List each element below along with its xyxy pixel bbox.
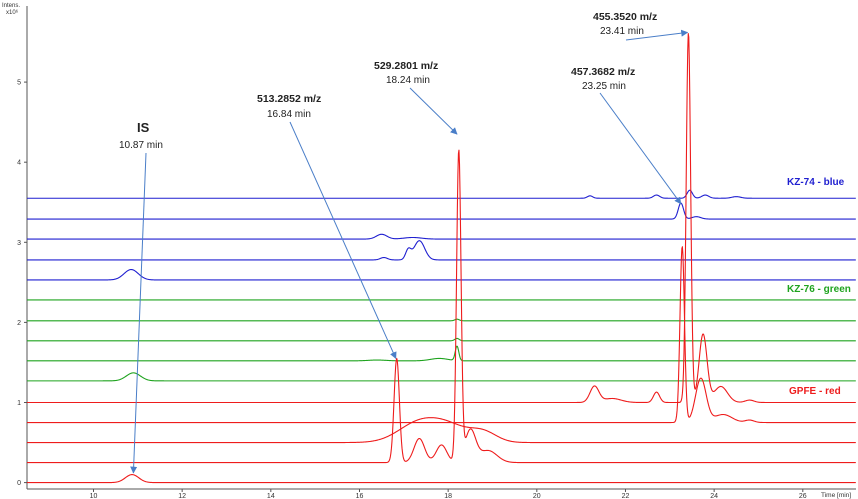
- y-tick-label: 0: [17, 480, 21, 487]
- arrow-513: [289, 121, 397, 360]
- annotation-is-time: 10.87 min: [119, 140, 163, 151]
- annotation-457-time: 23.25 min: [582, 81, 626, 92]
- trace-line-1-1: [26, 318, 856, 322]
- annotation-is: IS 10.87 min: [119, 120, 163, 474]
- arrow-529: [409, 87, 458, 135]
- trace-line-2-1: [26, 246, 856, 424]
- annotation-457: 457.3682 m/z 23.25 min: [571, 66, 682, 205]
- arrow-455: [625, 29, 689, 41]
- legend-kz74: KZ-74 - blue: [787, 177, 845, 188]
- legend-kz76: KZ-76 - green: [787, 284, 851, 295]
- y-tick-label: 4: [17, 160, 21, 167]
- trace-line-1-3: [26, 345, 856, 362]
- x-tick-label: 20: [533, 493, 541, 499]
- trace-line-0-1: [26, 202, 856, 220]
- arrow-457: [599, 92, 682, 205]
- y-axis-label: Intens.: [2, 3, 20, 9]
- x-tick-label: 18: [444, 493, 452, 499]
- x-tick-label: 12: [178, 493, 186, 499]
- trace-line-0-2: [26, 233, 856, 240]
- x-ticks: 10 12 14 16 18 20 22 24 26: [90, 489, 807, 499]
- annotation-529-label: 529.2801 m/z: [374, 60, 438, 72]
- annotation-457-label: 457.3682 m/z: [571, 66, 635, 78]
- x-tick-label: 14: [267, 493, 275, 499]
- trace-line-2-3: [26, 149, 856, 464]
- trace-line-0-3: [26, 240, 856, 261]
- arrow-is: [130, 152, 147, 474]
- trace-line-2-2: [26, 417, 856, 444]
- trace-line-1-4: [26, 372, 856, 382]
- y-ticks: 0 1 2 3 4 5: [17, 80, 27, 487]
- annotation-455: 455.3520 m/z 23.41 min: [593, 11, 689, 41]
- trace-line-0-0: [26, 189, 856, 199]
- axes: Intens. x10⁶ Time [min]: [2, 3, 856, 499]
- legend: KZ-74 - blue KZ-76 - green GPFE - red: [787, 177, 851, 397]
- x-tick-label: 22: [622, 493, 630, 499]
- y-axis-exponent: x10⁶: [6, 9, 19, 16]
- annotation-513: 513.2852 m/z 16.84 min: [257, 93, 397, 360]
- annotations: IS 10.87 min 513.2852 m/z 16.84 min 529.…: [119, 11, 689, 474]
- x-tick-label: 16: [356, 493, 364, 499]
- annotation-529: 529.2801 m/z 18.24 min: [374, 60, 458, 135]
- annotation-513-label: 513.2852 m/z: [257, 93, 321, 105]
- trace-line-2-0: [26, 33, 856, 404]
- x-axis-label: Time [min]: [821, 492, 851, 499]
- trace-line-2-4: [26, 474, 856, 484]
- y-tick-label: 2: [17, 320, 21, 327]
- annotation-513-time: 16.84 min: [267, 109, 311, 120]
- x-tick-label: 10: [90, 493, 98, 499]
- annotation-529-time: 18.24 min: [386, 75, 430, 86]
- y-tick-label: 1: [17, 400, 21, 407]
- annotation-455-time: 23.41 min: [600, 26, 644, 37]
- trace-line-1-2: [26, 337, 856, 342]
- legend-gpfe: GPFE - red: [789, 386, 841, 397]
- traces: [26, 33, 856, 484]
- annotation-is-label: IS: [137, 120, 150, 135]
- x-tick-label: 26: [799, 493, 807, 499]
- annotation-455-label: 455.3520 m/z: [593, 11, 657, 23]
- trace-line-0-4: [26, 268, 856, 281]
- x-tick-label: 24: [710, 493, 718, 499]
- y-tick-label: 3: [17, 240, 21, 247]
- y-tick-label: 5: [17, 80, 21, 87]
